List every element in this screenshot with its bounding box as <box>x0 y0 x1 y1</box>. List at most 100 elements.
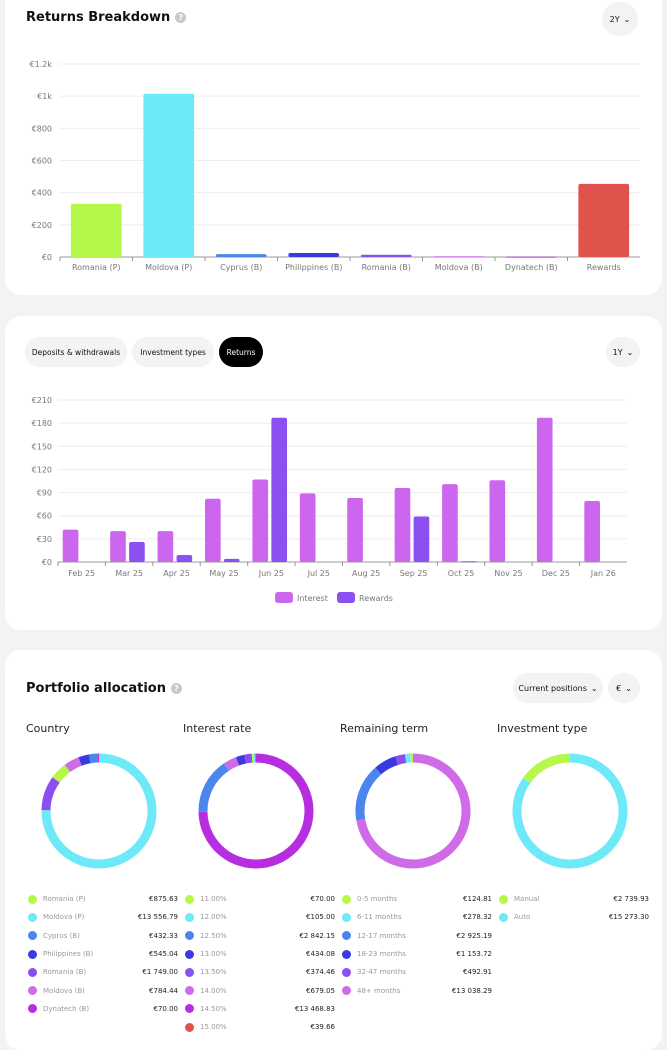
y-tick-label: €0 <box>42 558 52 567</box>
legend-item: 6-11 months€278.32 <box>342 908 492 926</box>
y-tick-label: €120 <box>32 465 52 474</box>
bar-rewards <box>177 555 193 562</box>
x-tick-label: Nov 25 <box>494 569 522 578</box>
x-tick-label: Philippines (B) <box>285 263 342 272</box>
color-dot-icon <box>185 895 194 904</box>
section-title: Investment type <box>497 722 587 735</box>
color-dot-icon <box>342 968 351 977</box>
legend-label: 11.00% <box>200 895 311 903</box>
legend-item: 12-17 months€2 925.19 <box>342 927 492 945</box>
x-tick-label: May 25 <box>209 569 238 578</box>
legend-label: Moldova (B) <box>43 987 149 995</box>
legend-value: €70.00 <box>311 895 336 903</box>
legend-value: €2 925.19 <box>456 932 492 940</box>
x-tick-label: Romania (P) <box>72 263 121 272</box>
legend-value: €875.63 <box>149 895 178 903</box>
legend-value: €15 273.30 <box>609 913 649 921</box>
y-tick-label: €180 <box>32 419 52 428</box>
currency-dropdown[interactable]: €⌄ <box>608 673 640 703</box>
legend-value: €374.46 <box>306 968 335 976</box>
y-tick-label: €60 <box>37 512 52 521</box>
donut-chart <box>505 746 635 876</box>
donut-slice <box>80 759 90 762</box>
legend-value: €124.81 <box>463 895 492 903</box>
color-dot-icon <box>185 1004 194 1013</box>
x-tick-label: Cyprus (B) <box>220 263 262 272</box>
positions-dropdown[interactable]: Current positions⌄ <box>513 673 603 703</box>
bar-rewards <box>224 559 240 562</box>
section-title: Country <box>26 722 70 735</box>
legend-value: €2 739.93 <box>613 895 649 903</box>
legend-label: 18-23 months <box>357 950 456 958</box>
bar-interest <box>395 488 411 562</box>
legend-value: €2 842.15 <box>299 932 335 940</box>
x-tick-label: Rewards <box>587 263 621 272</box>
donut-slice <box>46 780 56 810</box>
bar-interest <box>442 484 458 562</box>
color-dot-icon <box>28 1004 37 1013</box>
bar-interest <box>300 493 316 562</box>
legend-label: 32-47 months <box>357 968 463 976</box>
legend-value: €70.00 <box>154 1005 179 1013</box>
x-tick-label: Jan 26 <box>590 569 616 578</box>
legend-value: €545.04 <box>149 950 178 958</box>
donut-slice <box>527 758 570 780</box>
legend-label: Romania (P) <box>43 895 149 903</box>
legend-item: 0-5 months€124.81 <box>342 890 492 908</box>
color-dot-icon <box>185 1023 194 1032</box>
legend-value: €13 038.29 <box>452 987 492 995</box>
legend-value: €13 468.83 <box>295 1005 335 1013</box>
donut-chart <box>348 746 478 876</box>
color-dot-icon <box>28 986 37 995</box>
legend-label: 12.50% <box>200 932 299 940</box>
donut-slice <box>360 771 378 820</box>
bar-interest <box>158 531 174 562</box>
donut-slice <box>226 761 237 767</box>
y-tick-label: €90 <box>37 489 52 498</box>
section-title: Interest rate <box>183 722 251 735</box>
x-tick-label: Jun 25 <box>258 569 284 578</box>
bar-interest <box>537 418 553 562</box>
legend-value: €39.66 <box>311 1023 336 1031</box>
x-tick-label: Moldova (P) <box>145 263 192 272</box>
bar-interest <box>252 479 268 562</box>
bar <box>506 257 557 258</box>
legend-label: 12.00% <box>200 913 306 921</box>
bar <box>578 184 629 257</box>
color-dot-icon <box>185 913 194 922</box>
legend-item: Dynatech (B)€70.00 <box>28 1000 178 1018</box>
returns-breakdown-card: Returns Breakdown? 2Y⌄ €0€200€400€600€80… <box>5 0 662 295</box>
color-dot-icon <box>28 931 37 940</box>
legend-swatch <box>337 592 355 603</box>
help-icon[interactable]: ? <box>171 683 182 694</box>
legend-value: €434.08 <box>306 950 335 958</box>
x-tick-label: Apr 25 <box>163 569 190 578</box>
legend-item: Moldova (B)€784.44 <box>28 981 178 999</box>
bar-rewards <box>461 561 477 562</box>
legend-item: Cyprus (B)€432.33 <box>28 927 178 945</box>
legend-item: 12.50%€2 842.15 <box>185 927 335 945</box>
bar-interest <box>584 501 600 562</box>
y-tick-label: €0 <box>42 253 52 262</box>
bar-interest <box>347 498 363 562</box>
legend-item: Romania (B)€1 749.00 <box>28 963 178 981</box>
bar-interest <box>110 531 126 562</box>
legend-value: €492.91 <box>463 968 492 976</box>
bar <box>288 253 339 257</box>
legend-value: €432.33 <box>149 932 178 940</box>
legend-label: Romania (B) <box>43 968 142 976</box>
legend-value: €1 749.00 <box>142 968 178 976</box>
donut-slice <box>56 768 67 779</box>
x-tick-label: Mar 25 <box>115 569 143 578</box>
portfolio-allocation-card: Portfolio allocation? Current positions⌄… <box>5 650 662 1050</box>
legend-item: Philippines (B)€545.04 <box>28 945 178 963</box>
legend-label: 13.50% <box>200 968 306 976</box>
legend-label: Philippines (B) <box>43 950 149 958</box>
legend-label: Cyprus (B) <box>43 932 149 940</box>
legend-item: Moldova (P)€13 556.79 <box>28 908 178 926</box>
y-tick-label: €210 <box>32 396 52 405</box>
color-dot-icon <box>185 986 194 995</box>
portfolio-title: Portfolio allocation? <box>26 681 182 696</box>
